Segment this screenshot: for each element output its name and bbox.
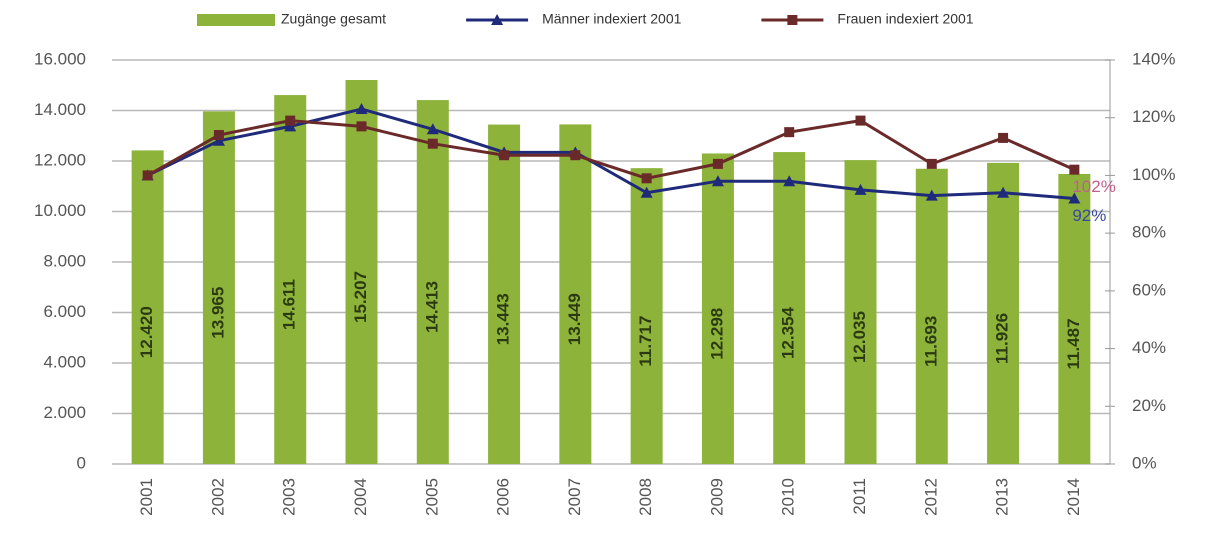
y-tick-label: 16.000 <box>34 49 86 68</box>
x-tick-label: 2002 <box>208 478 227 516</box>
y2-tick-label: 60% <box>1132 280 1166 299</box>
bar <box>274 95 307 464</box>
x-tick-label: 2006 <box>494 478 513 516</box>
x-tick-label: 2010 <box>779 478 798 516</box>
legend-swatch <box>197 14 275 26</box>
marker <box>712 158 723 169</box>
y-tick-label: 8.000 <box>43 251 86 270</box>
y-tick-label: 10.000 <box>34 201 86 220</box>
bar <box>131 150 164 464</box>
bar <box>202 111 235 464</box>
bar <box>416 100 449 464</box>
marker <box>284 120 297 132</box>
y2-tick-label: 80% <box>1132 223 1166 242</box>
marker <box>640 186 653 198</box>
bar <box>488 124 521 465</box>
x-tick-label: 2009 <box>707 478 726 516</box>
marker <box>784 127 795 138</box>
x-tick-label: 2005 <box>422 478 441 516</box>
bar-value-label: 11.693 <box>921 316 940 367</box>
bar <box>987 162 1020 464</box>
y2-tick-label: 140% <box>1132 49 1175 68</box>
bar-value-label: 13.443 <box>494 293 513 345</box>
bar <box>844 160 877 464</box>
bar <box>630 168 663 464</box>
bar-value-label: 11.926 <box>993 313 1012 364</box>
bar <box>701 153 734 464</box>
marker <box>926 158 937 169</box>
y-tick-label: 0 <box>77 453 86 472</box>
bar-value-label: 12.298 <box>707 308 726 360</box>
bar-value-label: 12.420 <box>137 306 156 358</box>
marker <box>213 130 224 141</box>
y-tick-label: 12.000 <box>34 150 86 169</box>
bar-value-label: 11.487 <box>1064 318 1083 369</box>
legend-marker <box>787 15 798 25</box>
marker <box>998 132 1009 143</box>
marker <box>427 138 438 149</box>
bar <box>1058 173 1091 464</box>
marker <box>641 173 652 184</box>
y-tick-label: 14.000 <box>34 100 86 119</box>
x-tick-label: 2007 <box>565 478 584 516</box>
bar <box>559 124 592 464</box>
bar-value-label: 12.354 <box>779 306 798 359</box>
bar-value-label: 14.413 <box>422 281 441 333</box>
marker <box>855 115 866 126</box>
marker <box>499 150 510 161</box>
marker <box>997 186 1010 198</box>
bar-value-label: 13.449 <box>565 293 584 345</box>
y2-tick-label: 120% <box>1132 107 1175 126</box>
point-value-label: 92% <box>1072 206 1106 225</box>
bar-value-label: 11.717 <box>636 316 655 367</box>
line <box>146 119 1075 180</box>
marker <box>356 121 367 132</box>
marker <box>570 150 581 161</box>
x-tick-label: 2011 <box>850 478 869 515</box>
x-tick-label: 2003 <box>280 478 299 516</box>
y2-tick-label: 0% <box>1132 453 1157 472</box>
legend-label: Männer indexiert 2001 <box>542 11 682 27</box>
legend: Zugänge gesamt Männer indexiert 2001 Fraue… <box>197 11 974 27</box>
marker <box>854 183 867 195</box>
bar <box>773 152 806 464</box>
y2-tick-label: 20% <box>1132 396 1166 415</box>
marker <box>142 170 153 181</box>
x-tick-label: 2004 <box>351 478 370 516</box>
bar-value-label: 13.965 <box>208 287 227 339</box>
marker <box>285 115 296 126</box>
x-tick-label: 2012 <box>921 478 940 516</box>
bar-value-label: 12.035 <box>850 311 869 363</box>
bar <box>915 168 948 464</box>
y2-tick-label: 40% <box>1132 338 1166 357</box>
marker <box>1068 192 1081 204</box>
y2-tick-label: 100% <box>1132 165 1175 184</box>
line <box>146 107 1075 201</box>
x-tick-label: 2013 <box>993 478 1012 516</box>
marker <box>925 189 938 201</box>
marker <box>783 175 796 187</box>
bar <box>345 80 378 464</box>
legend-label: Frauen indexiert 2001 <box>837 11 973 27</box>
y-tick-label: 6.000 <box>43 302 86 321</box>
y-tick-label: 2.000 <box>43 403 86 422</box>
legend-marker <box>491 14 504 25</box>
point-value-label: 102% <box>1072 177 1115 196</box>
marker <box>711 175 724 187</box>
marker <box>1069 164 1080 175</box>
bar-value-label: 15.207 <box>351 271 370 323</box>
x-tick-label: 2008 <box>636 478 655 516</box>
x-tick-label: 2001 <box>137 478 156 516</box>
marker <box>212 134 225 146</box>
bar-value-label: 14.611 <box>280 279 299 330</box>
y-tick-label: 4.000 <box>43 352 86 371</box>
marker <box>355 103 368 115</box>
marker <box>426 123 439 135</box>
x-tick-label: 2014 <box>1064 478 1083 516</box>
legend-label: Zugänge gesamt <box>281 11 386 27</box>
